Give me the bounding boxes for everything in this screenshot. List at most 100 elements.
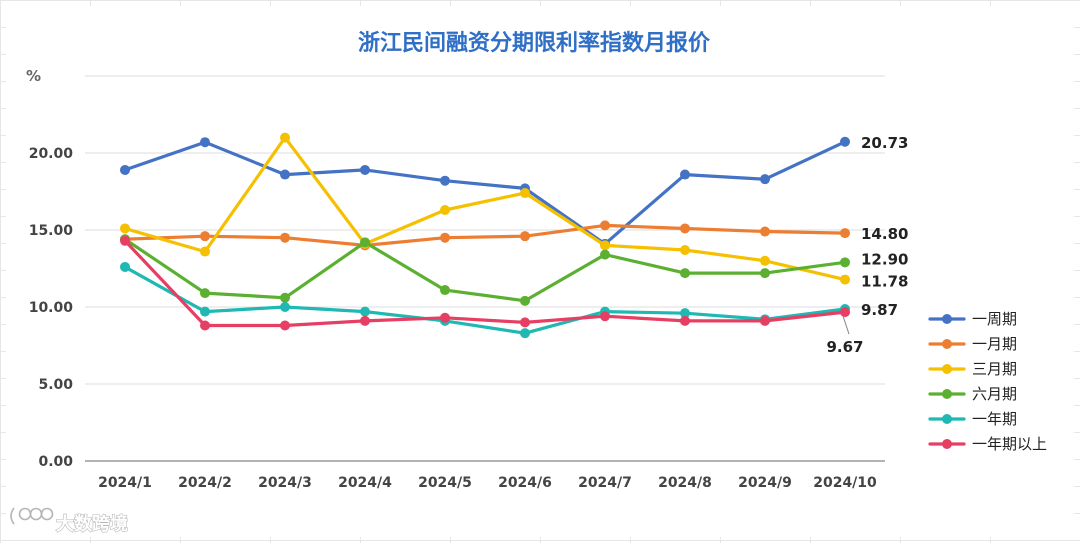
- series-六月期: [120, 234, 850, 306]
- legend-marker: [942, 314, 952, 324]
- data-point: [600, 249, 610, 260]
- end-value-label: 9.67: [826, 338, 863, 356]
- data-point: [840, 307, 850, 318]
- legend-label: 一年期: [972, 410, 1017, 428]
- data-point: [680, 223, 690, 234]
- data-point: [840, 136, 850, 147]
- data-point: [200, 306, 210, 317]
- series-一年期以上: [120, 235, 850, 331]
- data-point: [600, 240, 610, 251]
- data-point: [440, 175, 450, 186]
- data-point: [840, 274, 850, 285]
- data-point: [200, 231, 210, 242]
- label-leader-line: [842, 315, 850, 335]
- series-line: [123, 140, 847, 246]
- data-point: [280, 169, 290, 180]
- series-line: [123, 223, 847, 247]
- end-value-labels: 20.73 14.80 11.78 12.90 9.87 9.67: [826, 134, 908, 356]
- data-point: [360, 315, 370, 326]
- data-point: [840, 257, 850, 268]
- data-point: [360, 306, 370, 317]
- end-value-label: 12.90: [861, 250, 908, 268]
- chart-title: 浙江民间融资分期限利率指数月报价: [358, 30, 711, 56]
- x-axis-ticks: 2024/1 2024/2 2024/3 2024/4 2024/5 2024/6 2024…: [98, 475, 877, 491]
- legend-label: 一年期以上: [972, 435, 1047, 453]
- data-point: [360, 164, 370, 175]
- x-tick-label: 2024/1: [98, 475, 152, 491]
- legend-marker: [942, 339, 952, 349]
- data-point: [200, 246, 210, 257]
- legend-item: 一年期: [928, 410, 1017, 428]
- data-point: [120, 261, 130, 272]
- data-point: [760, 268, 770, 279]
- data-point: [600, 311, 610, 322]
- end-value-label: 11.78: [861, 273, 908, 291]
- series-line: [123, 237, 847, 303]
- data-point: [680, 308, 690, 319]
- data-point: [280, 232, 290, 243]
- data-point: [360, 237, 370, 248]
- series-line: [123, 136, 847, 282]
- y-tick-label: 5.00: [38, 377, 73, 393]
- data-point: [520, 328, 530, 339]
- data-point: [840, 228, 850, 239]
- data-point: [520, 295, 530, 306]
- data-point: [680, 315, 690, 326]
- legend-item: 一年期以上: [928, 435, 1047, 453]
- y-tick-label: 10.00: [29, 300, 74, 316]
- data-point: [440, 285, 450, 296]
- y-axis-ticks: 0.00 5.00 10.00 15.00 20.00: [29, 146, 74, 470]
- y-tick-label: 0.00: [38, 454, 73, 470]
- data-point: [760, 255, 770, 266]
- data-point: [520, 231, 530, 242]
- data-point: [280, 292, 290, 303]
- x-tick-label: 2024/10: [813, 475, 877, 491]
- data-point: [200, 320, 210, 331]
- data-point: [760, 315, 770, 326]
- data-point: [680, 268, 690, 279]
- x-tick-label: 2024/9: [738, 475, 792, 491]
- data-point: [280, 302, 290, 312]
- y-tick-label: 20.00: [29, 146, 74, 162]
- series-line: [123, 239, 847, 328]
- data-point: [680, 245, 690, 256]
- data-point: [280, 132, 290, 143]
- data-point: [600, 220, 610, 231]
- series-line: [123, 265, 847, 335]
- legend-marker: [942, 389, 952, 399]
- data-point: [120, 235, 130, 246]
- data-point: [200, 288, 210, 299]
- watermark-text: 大数跨境: [56, 513, 128, 535]
- legend-item: 一周期: [928, 310, 1017, 328]
- data-point: [680, 169, 690, 180]
- watermark-logo-icon: [10, 507, 54, 525]
- legend-item: 一月期: [928, 335, 1017, 353]
- watermark: 大数跨境: [10, 507, 129, 536]
- legend-label: 一月期: [972, 335, 1017, 353]
- legend-label: 六月期: [972, 385, 1017, 403]
- x-tick-label: 2024/5: [418, 475, 472, 491]
- y-axis-unit-label: %: [26, 67, 41, 85]
- x-tick-label: 2024/2: [178, 475, 232, 491]
- data-point: [200, 137, 210, 148]
- legend-label: 三月期: [972, 360, 1017, 378]
- y-tick-label: 15.00: [29, 223, 74, 239]
- end-value-label: 9.87: [861, 301, 898, 319]
- data-point: [440, 312, 450, 323]
- data-point: [120, 164, 130, 175]
- legend-marker: [942, 364, 952, 374]
- legend-item: 三月期: [928, 360, 1017, 378]
- x-tick-label: 2024/4: [338, 475, 392, 491]
- data-point: [120, 223, 130, 234]
- series-lines: [120, 132, 850, 339]
- data-point: [520, 317, 530, 328]
- series-一周期: [120, 136, 850, 249]
- legend-marker: [942, 439, 952, 449]
- data-point: [760, 174, 770, 185]
- data-point: [440, 204, 450, 215]
- chart-background: [6, 6, 1074, 537]
- data-point: [440, 232, 450, 243]
- x-tick-label: 2024/3: [258, 475, 312, 491]
